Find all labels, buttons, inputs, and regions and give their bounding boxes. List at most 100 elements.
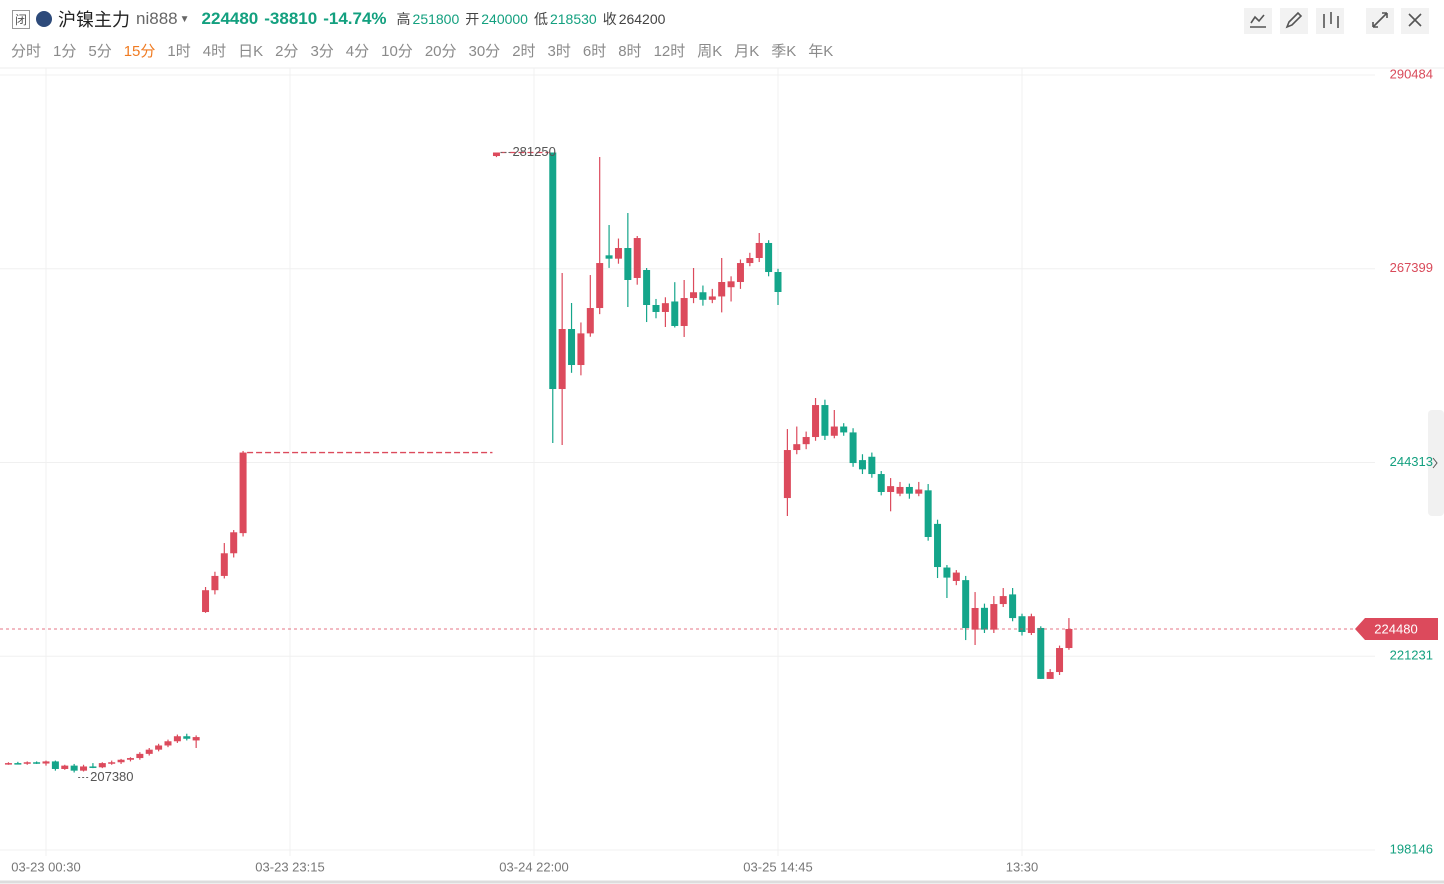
close-label: 收 — [602, 11, 617, 27]
last-price-tag — [1355, 617, 1438, 640]
candle-body — [793, 444, 801, 451]
candle-body — [549, 152, 557, 390]
candle-body — [1065, 628, 1073, 649]
candle-icon — [1323, 12, 1339, 28]
status: 闭 — [12, 9, 31, 29]
candle-body — [840, 426, 848, 433]
tool-button[interactable] — [1280, 8, 1308, 34]
candle-body — [192, 737, 200, 741]
timeframe-tab[interactable]: 10分 — [381, 43, 413, 60]
y-tick-label: 198146 — [1390, 841, 1433, 856]
candle-body — [61, 765, 69, 769]
candle-body — [117, 759, 125, 763]
candle-body — [971, 607, 979, 630]
candle-body — [145, 749, 153, 754]
candle-body — [51, 761, 59, 769]
candle-body — [1046, 672, 1054, 679]
timeframe-tab[interactable]: 4分 — [345, 43, 370, 60]
logo — [36, 11, 53, 27]
candle-body — [4, 763, 12, 765]
timeframe-tab[interactable]: 2分 — [275, 43, 299, 60]
change-pct: -14.74% — [323, 9, 387, 28]
timeframe-tab[interactable]: 日K — [238, 43, 264, 60]
side-tab-arrow — [1432, 457, 1438, 469]
candle-body — [952, 572, 960, 581]
candle-body — [765, 242, 773, 273]
open: 240000 — [481, 11, 528, 27]
candle-body — [70, 765, 78, 771]
high-label: 高 — [396, 11, 411, 27]
tool-button[interactable] — [1316, 8, 1344, 34]
candle-body — [1037, 627, 1045, 679]
x-tick-label: 03-23 00:30 — [11, 859, 80, 874]
candle-body — [783, 450, 791, 499]
candle-body — [943, 567, 951, 578]
timeframe-tab[interactable]: 3时 — [547, 43, 571, 60]
symbol-name[interactable]: 沪镍主力 — [58, 10, 131, 30]
close-icon — [1408, 13, 1422, 27]
timeframe-tab[interactable]: 12时 — [653, 43, 686, 60]
change: -38810 — [264, 9, 318, 28]
timeframe-tab[interactable]: 2时 — [512, 43, 536, 60]
timeframe-tab[interactable]: 5分 — [88, 43, 112, 60]
timeframe-tab[interactable]: 4时 — [202, 43, 227, 60]
candle-body — [887, 486, 895, 493]
candle-body — [239, 452, 247, 534]
candle-body — [962, 580, 970, 629]
y-tick-label: 267399 — [1390, 260, 1433, 275]
timeframe-tab[interactable]: 周K — [697, 43, 723, 60]
candle-body — [183, 736, 191, 739]
y-tick-label: 244313 — [1390, 454, 1433, 469]
candle-body — [718, 282, 726, 297]
candle-body — [23, 762, 31, 764]
timeframe-tab[interactable]: 6时 — [582, 43, 607, 60]
timeframe-tab[interactable]: 年K — [808, 43, 834, 60]
timeframe-tab[interactable]: 8时 — [618, 43, 642, 60]
caret[interactable]: ▼ — [179, 13, 190, 25]
candle-body — [126, 758, 134, 760]
timeframe-tab[interactable]: 1分 — [53, 43, 77, 60]
candle-body — [614, 248, 622, 259]
x-tick-label: 03-25 14:45 — [743, 859, 812, 874]
side-tab[interactable] — [1428, 410, 1444, 516]
candle-body — [605, 255, 613, 259]
candle-body — [164, 741, 172, 746]
candle-body — [980, 607, 988, 630]
y-tick-label: 221231 — [1390, 648, 1433, 663]
timeframe-tab[interactable]: 20分 — [424, 43, 457, 60]
timeframe-tab[interactable]: 15分 — [123, 43, 156, 60]
timeframe-tab[interactable]: 3分 — [310, 43, 334, 60]
candle-body — [774, 272, 782, 292]
high-marker: 281250 — [512, 144, 555, 159]
candle-body — [586, 308, 594, 334]
candle-body — [80, 766, 88, 771]
candle-body — [812, 405, 820, 438]
candle-body — [558, 329, 566, 390]
candle-body — [868, 456, 876, 475]
candle-body — [690, 292, 698, 299]
candle-body — [98, 763, 106, 768]
timeframe-tab[interactable]: 1时 — [167, 43, 191, 60]
candle-body — [652, 305, 660, 312]
timeframe-tab[interactable]: 30分 — [468, 43, 501, 60]
candle-body — [990, 604, 998, 630]
last-price: 224480 — [201, 9, 259, 28]
candle-body — [699, 292, 707, 300]
candle-body — [877, 474, 885, 493]
timeframe-tab[interactable]: 分时 — [11, 43, 42, 60]
candle-body — [896, 486, 904, 494]
candle-body — [211, 575, 219, 591]
candle-body — [830, 426, 838, 436]
low: 218530 — [549, 11, 597, 27]
line-icon — [1250, 14, 1266, 28]
candle-body — [821, 405, 829, 436]
candle-body — [1056, 648, 1064, 673]
candle-body — [915, 489, 923, 494]
candle-body — [33, 762, 41, 764]
timeframe-tab[interactable]: 月K — [734, 43, 760, 60]
timeframe-tab[interactable]: 季K — [771, 43, 797, 60]
candle-body — [1018, 616, 1026, 632]
symbol-code[interactable]: ni888 — [136, 9, 178, 28]
